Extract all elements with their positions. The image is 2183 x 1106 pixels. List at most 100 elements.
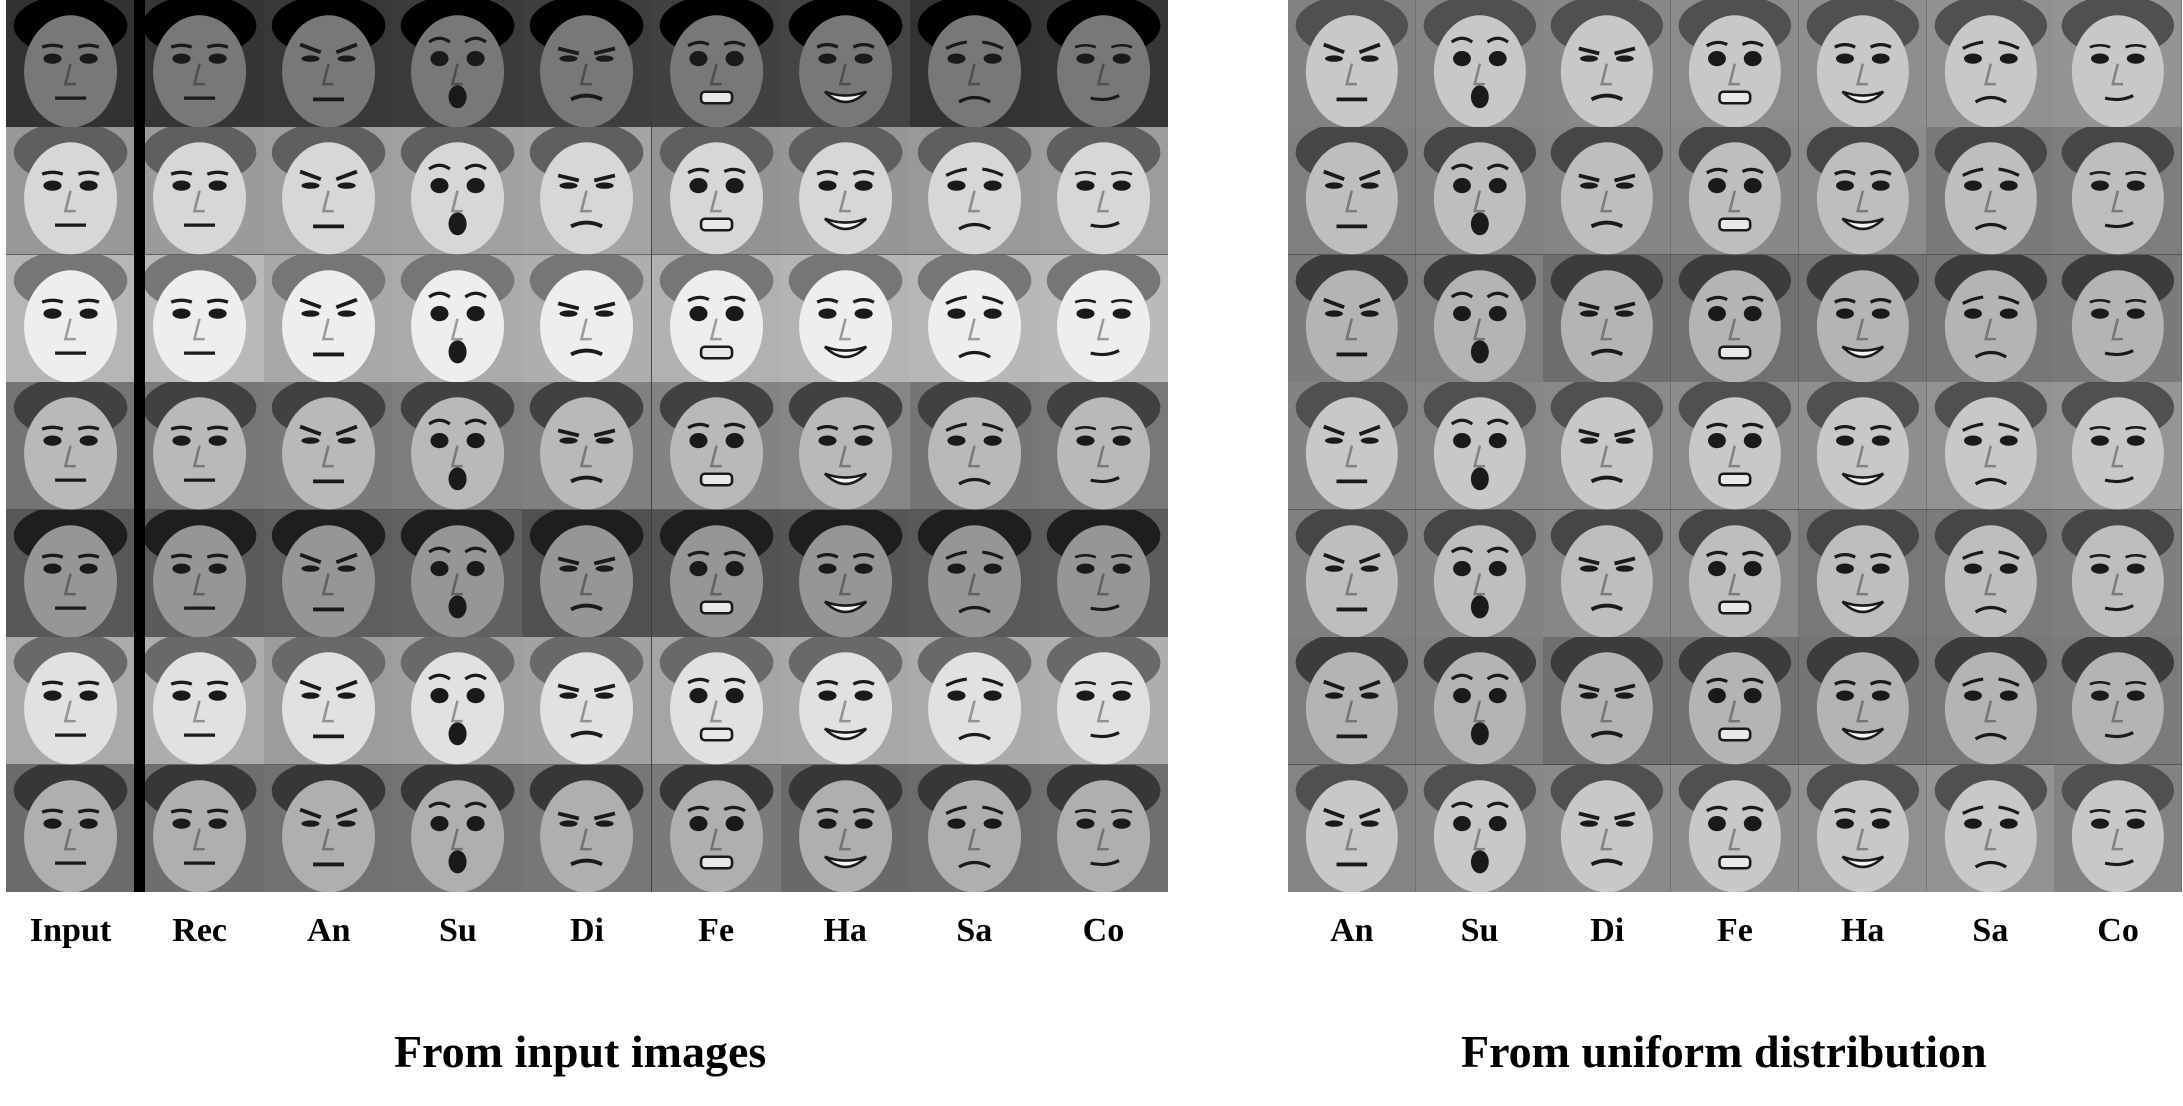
right-column-label-sa: Sa [1972, 912, 2009, 949]
face-image-right-r1-sa [1926, 0, 2055, 128]
right-column-label-fe: Fe [1717, 912, 1753, 949]
face-image-left-r5-rec [135, 509, 265, 638]
face-image-right-r4-fe [1671, 382, 1799, 510]
face-image-right-r7-an [1288, 764, 1416, 892]
face-image-left-r1-co [1038, 0, 1168, 128]
face-image-right-r2-ha [1798, 127, 1927, 255]
face-image-right-r4-ha [1798, 382, 1927, 510]
face-image-left-r7-co [1038, 764, 1168, 892]
face-image-right-r1-an [1288, 0, 1416, 128]
face-image-left-r7-su [393, 764, 523, 892]
left-column-labels: Input Rec An Su Di Fe Ha Sa Co [6, 912, 1168, 950]
face-image-left-r7-sa [909, 764, 1039, 892]
face-image-right-r2-sa [1926, 127, 2055, 255]
face-image-left-r6-di [522, 637, 652, 765]
face-image-left-r3-an [264, 254, 394, 383]
face-image-left-r2-sa [909, 127, 1039, 255]
input-separator-line [134, 0, 145, 892]
face-image-right-r6-di [1543, 637, 1672, 765]
right-column-label-co: Co [2097, 912, 2139, 949]
face-image-left-r1-ha [780, 0, 910, 128]
face-image-left-r5-input [6, 509, 136, 638]
face-image-left-r3-su [393, 254, 523, 383]
face-image-left-r6-sa [909, 637, 1039, 765]
face-image-left-r3-rec [135, 254, 265, 383]
face-image-left-r5-ha [780, 509, 910, 638]
face-image-left-r3-input [6, 254, 136, 383]
face-image-right-r5-ha [1798, 509, 1927, 638]
face-image-right-r7-fe [1671, 764, 1799, 892]
face-image-left-r2-di [522, 127, 652, 255]
face-image-left-r3-di [522, 254, 652, 383]
face-image-left-r5-su [393, 509, 523, 638]
face-image-left-r1-fe [651, 0, 781, 128]
face-image-left-r6-co [1038, 637, 1168, 765]
left-column-label-rec: Rec [172, 912, 228, 949]
face-image-right-r2-co [2054, 127, 2182, 255]
face-image-right-r6-fe [1671, 637, 1799, 765]
face-image-left-r1-sa [909, 0, 1039, 128]
left-column-label-sa: Sa [956, 912, 993, 949]
face-image-left-r5-co [1038, 509, 1168, 638]
face-image-left-r7-di [522, 764, 652, 892]
face-image-right-r5-di [1543, 509, 1672, 638]
face-image-right-r2-di [1543, 127, 1672, 255]
face-image-right-r7-su [1415, 764, 1544, 892]
face-image-right-r3-an [1288, 254, 1416, 383]
face-image-right-r3-di [1543, 254, 1672, 383]
face-image-left-r3-co [1038, 254, 1168, 383]
face-image-right-r5-co [2054, 509, 2182, 638]
face-image-left-r6-input [6, 637, 136, 765]
face-image-right-r6-an [1288, 637, 1416, 765]
face-image-right-r2-su [1415, 127, 1544, 255]
face-image-right-r1-su [1415, 0, 1544, 128]
face-image-right-r2-fe [1671, 127, 1799, 255]
face-image-right-r5-sa [1926, 509, 2055, 638]
face-image-left-r2-ha [780, 127, 910, 255]
face-image-right-r6-ha [1798, 637, 1927, 765]
face-image-right-r3-ha [1798, 254, 1927, 383]
face-image-right-r4-su [1415, 382, 1544, 510]
face-image-right-r5-an [1288, 509, 1416, 638]
face-image-left-r7-fe [651, 764, 781, 892]
right-column-label-di: Di [1590, 912, 1625, 949]
right-column-label-ha: Ha [1840, 912, 1885, 949]
left-column-label-su: Su [438, 912, 477, 949]
face-image-left-r6-rec [135, 637, 265, 765]
face-image-right-r7-sa [1926, 764, 2055, 892]
face-image-left-r2-co [1038, 127, 1168, 255]
face-image-left-r7-ha [780, 764, 910, 892]
face-image-left-r7-an [264, 764, 394, 892]
face-image-right-r3-sa [1926, 254, 2055, 383]
face-image-right-r4-sa [1926, 382, 2055, 510]
face-image-left-r1-rec [135, 0, 265, 128]
left-column-label-fe: Fe [698, 912, 735, 949]
right-caption: From uniform distribution [1461, 1026, 1987, 1077]
left-column-label-input: Input [29, 912, 112, 949]
face-image-left-r5-di [522, 509, 652, 638]
right-face-grid [1288, 0, 2182, 892]
face-image-right-r1-ha [1798, 0, 1927, 128]
face-image-left-r4-fe [651, 382, 781, 510]
face-image-left-r6-an [264, 637, 394, 765]
face-image-left-r1-an [264, 0, 394, 128]
face-image-left-r2-an [264, 127, 394, 255]
right-column-labels: An Su Di Fe Ha Sa Co [1288, 912, 2182, 950]
face-image-left-r4-sa [909, 382, 1039, 510]
face-image-left-r2-su [393, 127, 523, 255]
face-image-left-r4-rec [135, 382, 265, 510]
face-image-left-r1-su [393, 0, 523, 128]
face-image-left-r7-rec [135, 764, 265, 892]
face-image-left-r6-ha [780, 637, 910, 765]
left-face-grid [6, 0, 1168, 892]
face-image-right-r1-fe [1671, 0, 1799, 128]
face-image-right-r4-an [1288, 382, 1416, 510]
face-image-right-r3-fe [1671, 254, 1799, 383]
face-image-right-r7-co [2054, 764, 2182, 892]
face-image-left-r3-sa [909, 254, 1039, 383]
face-image-right-r5-fe [1671, 509, 1799, 638]
face-image-left-r4-di [522, 382, 652, 510]
left-column-label-di: Di [569, 912, 604, 949]
face-image-left-r2-rec [135, 127, 265, 255]
face-image-left-r3-ha [780, 254, 910, 383]
